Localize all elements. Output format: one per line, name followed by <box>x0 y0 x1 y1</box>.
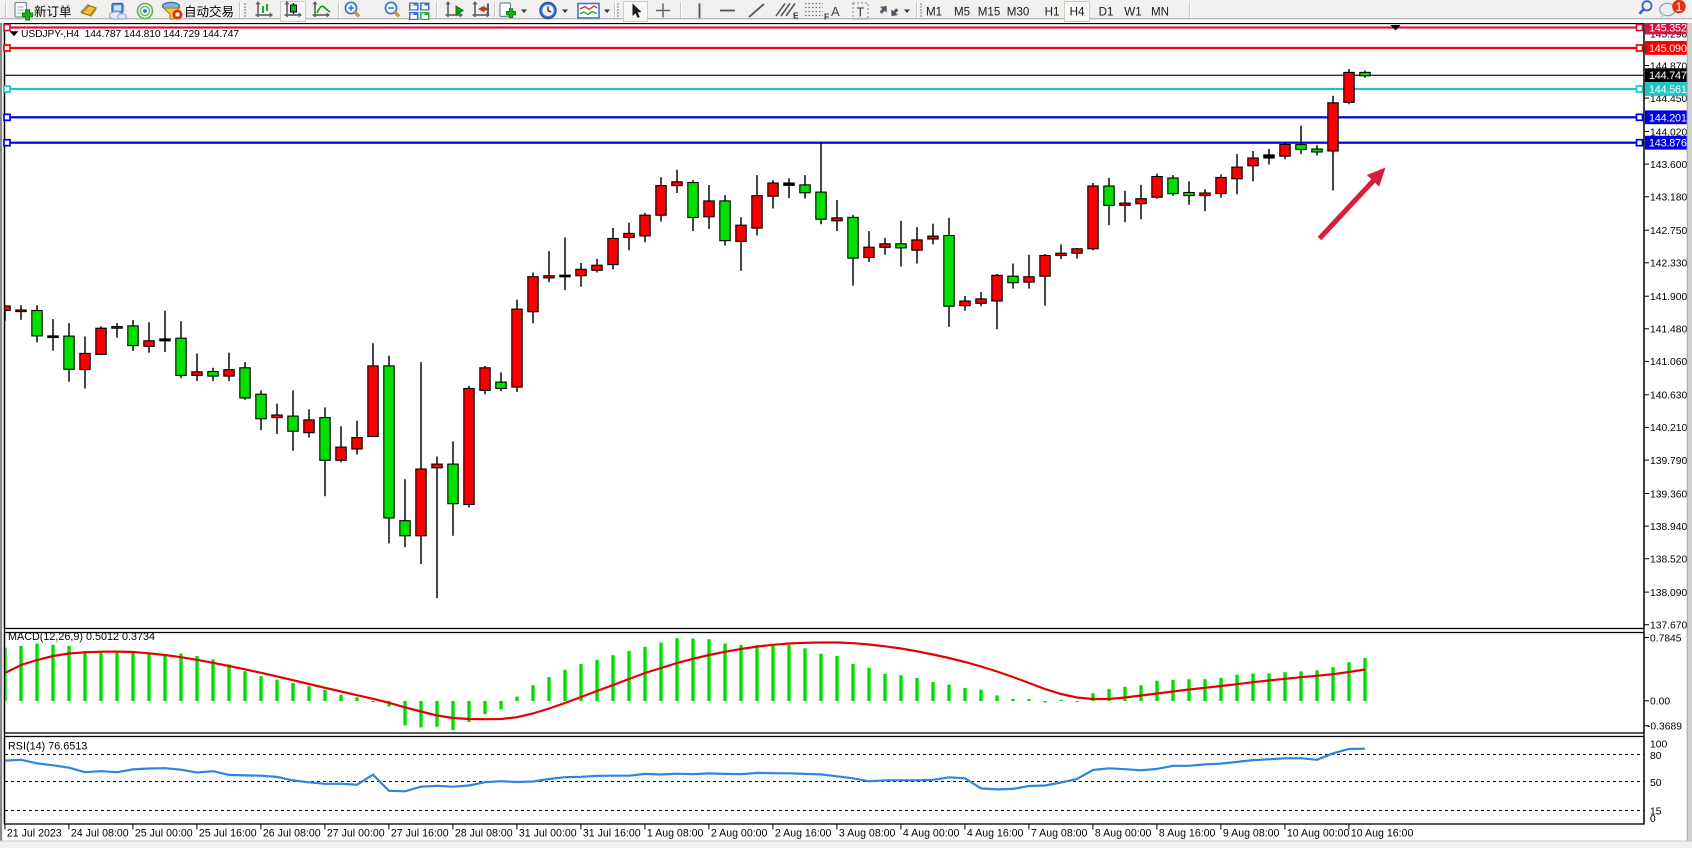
svg-text:1: 1 <box>1676 2 1682 14</box>
svg-text:3 Aug 08:00: 3 Aug 08:00 <box>839 828 896 840</box>
svg-text:27 Jul 00:00: 27 Jul 00:00 <box>327 828 385 840</box>
svg-text:W1: W1 <box>1124 6 1141 19</box>
svg-text:-0.3689: -0.3689 <box>1647 722 1682 733</box>
svg-text:9 Aug 08:00: 9 Aug 08:00 <box>1223 828 1280 840</box>
svg-text:H1: H1 <box>1045 6 1060 19</box>
svg-text:MN: MN <box>1151 6 1169 19</box>
svg-text:142.330: 142.330 <box>1650 259 1687 270</box>
svg-text:E: E <box>793 11 799 21</box>
svg-text:8 Aug 00:00: 8 Aug 00:00 <box>1095 828 1152 840</box>
svg-text:H4: H4 <box>1070 6 1085 19</box>
svg-text:4 Aug 16:00: 4 Aug 16:00 <box>967 828 1024 840</box>
svg-text:26 Jul 08:00: 26 Jul 08:00 <box>263 828 321 840</box>
svg-text:自动交易: 自动交易 <box>184 4 234 19</box>
svg-text:31 Jul 00:00: 31 Jul 00:00 <box>519 828 577 840</box>
svg-text:新订单: 新订单 <box>34 4 72 19</box>
svg-text:143.876: 143.876 <box>1649 138 1687 150</box>
svg-text:31 Jul 16:00: 31 Jul 16:00 <box>583 828 641 840</box>
svg-text:100: 100 <box>1650 740 1667 751</box>
svg-text:10 Aug 16:00: 10 Aug 16:00 <box>1351 828 1414 840</box>
svg-text:144.450: 144.450 <box>1650 94 1687 105</box>
svg-text:A: A <box>831 4 840 19</box>
svg-text:M30: M30 <box>1007 6 1030 19</box>
svg-text:USDJPY-,H4 144.787 144.810 14: USDJPY-,H4 144.787 144.810 144.729 144.7… <box>21 29 239 40</box>
svg-text:145.090: 145.090 <box>1649 43 1687 55</box>
svg-text:144.201: 144.201 <box>1649 112 1687 124</box>
svg-text:138.520: 138.520 <box>1650 555 1687 566</box>
svg-text:10 Aug 00:00: 10 Aug 00:00 <box>1287 828 1350 840</box>
svg-text:28 Jul 08:00: 28 Jul 08:00 <box>455 828 513 840</box>
svg-text:RSI(14) 76.6513: RSI(14) 76.6513 <box>8 741 87 753</box>
svg-text:144.561: 144.561 <box>1649 84 1687 96</box>
svg-text:141.900: 141.900 <box>1650 292 1687 303</box>
svg-text:27 Jul 16:00: 27 Jul 16:00 <box>391 828 449 840</box>
svg-text:80: 80 <box>1650 751 1662 762</box>
svg-text:138.940: 138.940 <box>1650 522 1687 533</box>
svg-text:7 Aug 08:00: 7 Aug 08:00 <box>1031 828 1088 840</box>
svg-text:145.290: 145.290 <box>1650 29 1687 40</box>
svg-text:25 Jul 16:00: 25 Jul 16:00 <box>199 828 257 840</box>
svg-text:0.7845: 0.7845 <box>1650 633 1682 644</box>
svg-text:24 Jul 08:00: 24 Jul 08:00 <box>71 828 129 840</box>
svg-text:M5: M5 <box>954 6 970 19</box>
svg-text:F: F <box>824 12 829 22</box>
svg-text:M15: M15 <box>978 6 1001 19</box>
svg-text:2 Aug 00:00: 2 Aug 00:00 <box>711 828 768 840</box>
svg-text:2 Aug 16:00: 2 Aug 16:00 <box>775 828 832 840</box>
svg-text:1 Aug 08:00: 1 Aug 08:00 <box>647 828 704 840</box>
svg-text:8 Aug 16:00: 8 Aug 16:00 <box>1159 828 1216 840</box>
svg-text:50: 50 <box>1650 778 1662 789</box>
svg-text:139.790: 139.790 <box>1650 456 1687 467</box>
svg-text:0.00: 0.00 <box>1650 697 1670 708</box>
svg-text:141.060: 141.060 <box>1650 357 1687 368</box>
svg-text:138.090: 138.090 <box>1650 588 1687 599</box>
svg-text:15: 15 <box>1650 807 1662 818</box>
svg-text:144.870: 144.870 <box>1650 61 1687 72</box>
svg-text:143.180: 143.180 <box>1650 193 1687 204</box>
svg-text:T: T <box>857 6 865 20</box>
svg-text:145.352: 145.352 <box>1649 23 1687 35</box>
svg-text:141.480: 141.480 <box>1650 325 1687 336</box>
svg-text:0: 0 <box>1650 814 1656 825</box>
svg-text:MACD(12,26,9) 0.5012 0.3734: MACD(12,26,9) 0.5012 0.3734 <box>8 631 155 643</box>
svg-text:143.600: 143.600 <box>1650 160 1687 171</box>
svg-text:140.630: 140.630 <box>1650 391 1687 402</box>
svg-text:142.750: 142.750 <box>1650 226 1687 237</box>
svg-text:21 Jul 2023: 21 Jul 2023 <box>7 828 62 840</box>
svg-text:139.360: 139.360 <box>1650 489 1687 500</box>
svg-text:M1: M1 <box>926 6 942 19</box>
svg-text:144.020: 144.020 <box>1650 127 1687 138</box>
svg-text:137.670: 137.670 <box>1650 621 1687 632</box>
svg-text:D1: D1 <box>1099 6 1114 19</box>
svg-text:4 Aug 00:00: 4 Aug 00:00 <box>903 828 960 840</box>
svg-text:140.210: 140.210 <box>1650 423 1687 434</box>
svg-text:144.747: 144.747 <box>1649 70 1687 82</box>
svg-text:25 Jul 00:00: 25 Jul 00:00 <box>135 828 193 840</box>
